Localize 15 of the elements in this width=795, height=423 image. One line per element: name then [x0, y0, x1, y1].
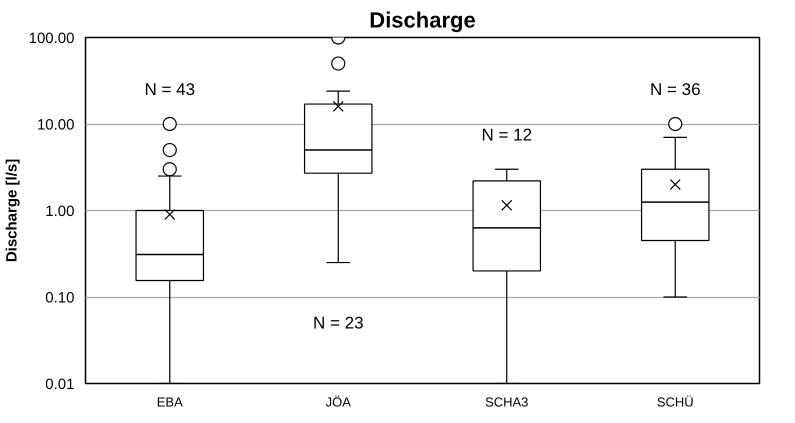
- annotation: N = 36: [650, 80, 701, 100]
- chart-title: Discharge: [369, 8, 476, 32]
- y-tick-label: 100.00: [28, 30, 75, 47]
- annotation: N = 43: [144, 80, 196, 100]
- y-axis-title: Discharge [l/s]: [4, 158, 21, 262]
- y-tick-label: 0.01: [45, 376, 75, 393]
- x-tick-label: JÖA: [326, 394, 352, 410]
- annotation: N = 23: [312, 314, 364, 333]
- y-tick-label: 0.10: [45, 290, 75, 306]
- y-tick-label: 1.00: [45, 203, 75, 220]
- x-tick-label: SCHA3: [485, 394, 528, 410]
- x-tick-label: SCHÜ: [656, 394, 694, 410]
- x-tick-label: EBA: [156, 394, 184, 410]
- annotation: N = 12: [481, 125, 532, 144]
- y-tick-label: 10.00: [36, 116, 75, 134]
